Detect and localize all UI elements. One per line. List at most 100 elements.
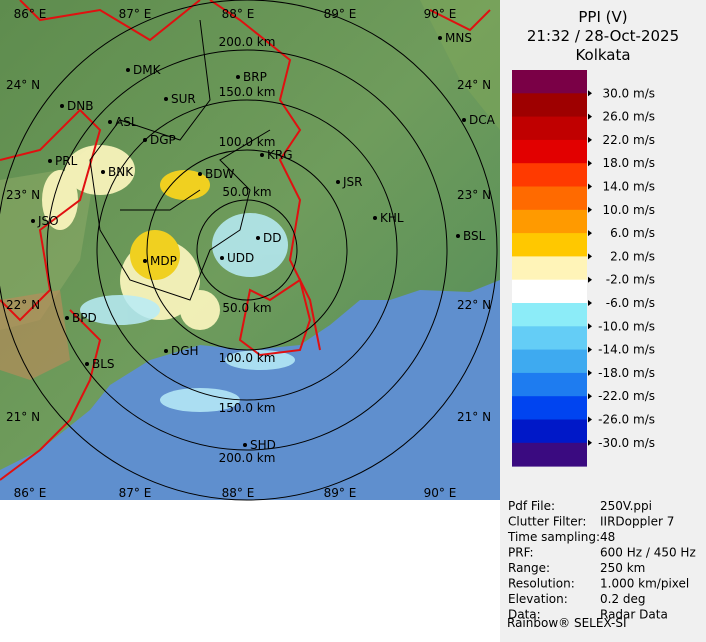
range-label: 50.0 km <box>222 185 271 199</box>
range-ring <box>0 0 498 501</box>
city-dot <box>164 349 168 353</box>
legend-swatch <box>512 372 587 397</box>
info-key: Resolution: <box>508 577 575 591</box>
legend-swatch <box>512 303 587 327</box>
city-dot <box>85 362 89 366</box>
lon-label: 88° E <box>222 7 255 21</box>
range-label: 100.0 km <box>219 351 276 365</box>
legend-swatch <box>512 70 587 94</box>
legend-swatch <box>512 442 587 467</box>
legend-label: 2.0 m/s <box>610 249 655 263</box>
info-value: 250 km <box>600 561 645 575</box>
legend-swatch <box>512 209 587 234</box>
city-label: KRG <box>267 148 293 162</box>
info-key: Elevation: <box>508 592 568 606</box>
city-label: DGP <box>150 133 176 147</box>
city-label: DD <box>263 231 281 245</box>
district-line <box>89 19 271 301</box>
panel-station: Kolkata <box>575 46 630 64</box>
range-label: 200.0 km <box>219 35 276 49</box>
border-line <box>0 0 491 481</box>
legend-tick <box>588 416 592 423</box>
info-key: Range: <box>508 561 550 575</box>
city-label: BNK <box>108 165 134 179</box>
legend-label: 6.0 m/s <box>610 226 655 240</box>
lat-label: 21° N <box>457 410 491 424</box>
legend-label: 18.0 m/s <box>602 156 655 170</box>
city-dot <box>336 180 340 184</box>
city-label: BDW <box>205 167 234 181</box>
map-terrain <box>420 0 500 130</box>
range-ring <box>96 99 398 401</box>
info-value: 600 Hz / 450 Hz <box>600 546 696 560</box>
city-label: ASL <box>115 115 138 129</box>
city-dot <box>164 97 168 101</box>
city-dot <box>48 159 52 163</box>
legend-swatch <box>512 93 587 118</box>
city-dot <box>126 68 130 72</box>
legend-tick <box>588 160 592 167</box>
legend-label: 22.0 m/s <box>602 133 655 147</box>
info-value: 48 <box>600 530 615 544</box>
info-key: Time sampling: <box>507 530 600 544</box>
legend-swatch <box>512 116 587 141</box>
legend-label: 14.0 m/s <box>602 180 655 194</box>
city-label: SHD <box>250 438 276 452</box>
legend-tick <box>588 230 592 237</box>
city-label: MDP <box>150 254 177 268</box>
city-dot <box>373 216 377 220</box>
info-key: Clutter Filter: <box>508 515 586 529</box>
legend-swatch <box>512 419 587 444</box>
range-label: 200.0 km <box>219 451 276 465</box>
city-label: DNB <box>67 99 93 113</box>
info-value: 0.2 deg <box>600 592 646 606</box>
city-label: BRP <box>243 70 267 84</box>
range-label: 100.0 km <box>219 135 276 149</box>
legend-tick <box>588 253 592 260</box>
legend-label: 30.0 m/s <box>602 86 655 100</box>
map-sea <box>0 280 500 500</box>
legend-label: -18.0 m/s <box>598 366 655 380</box>
legend-tick <box>588 276 592 283</box>
lon-label: 90° E <box>424 486 457 500</box>
city-dot <box>260 153 264 157</box>
legend-label: -2.0 m/s <box>606 273 655 287</box>
city-dot <box>143 138 147 142</box>
legend-swatch <box>512 279 587 304</box>
legend-tick <box>588 439 592 446</box>
legend-swatch <box>512 349 587 374</box>
range-ring <box>196 199 298 301</box>
legend-swatch <box>512 233 587 257</box>
city-label: UDD <box>227 251 254 265</box>
city-label: JSO <box>37 214 59 228</box>
lon-label: 86° E <box>14 486 47 500</box>
legend-label: -30.0 m/s <box>598 436 655 450</box>
legend-label: -22.0 m/s <box>598 389 655 403</box>
panel-title: PPI (V) <box>578 8 627 26</box>
panel-time: 21:32 / 28-Oct-2025 <box>527 27 679 45</box>
echo-cluster <box>130 170 210 280</box>
city-dot <box>236 75 240 79</box>
footer: Rainbow® SELEX-SI <box>507 616 627 630</box>
legend-label: 10.0 m/s <box>602 203 655 217</box>
city-label: KHL <box>380 211 404 225</box>
legend-swatch <box>512 326 587 351</box>
city-label: SUR <box>171 92 196 106</box>
range-ring <box>146 149 348 351</box>
legend-tick <box>588 90 592 97</box>
lat-label: 23° N <box>457 188 491 202</box>
city-dot <box>60 104 64 108</box>
legend-tick <box>588 113 592 120</box>
legend-tick <box>588 323 592 330</box>
city-label: PRL <box>55 154 78 168</box>
city-label: JSR <box>342 175 363 189</box>
lat-label: 23° N <box>6 188 40 202</box>
lat-label: 22° N <box>6 298 40 312</box>
legend-swatch <box>512 396 587 420</box>
lat-label: 24° N <box>6 78 40 92</box>
city-label: BLS <box>92 357 115 371</box>
map-terrain <box>0 290 70 380</box>
range-label: 150.0 km <box>219 85 276 99</box>
info-value: 250V.ppi <box>600 499 652 513</box>
